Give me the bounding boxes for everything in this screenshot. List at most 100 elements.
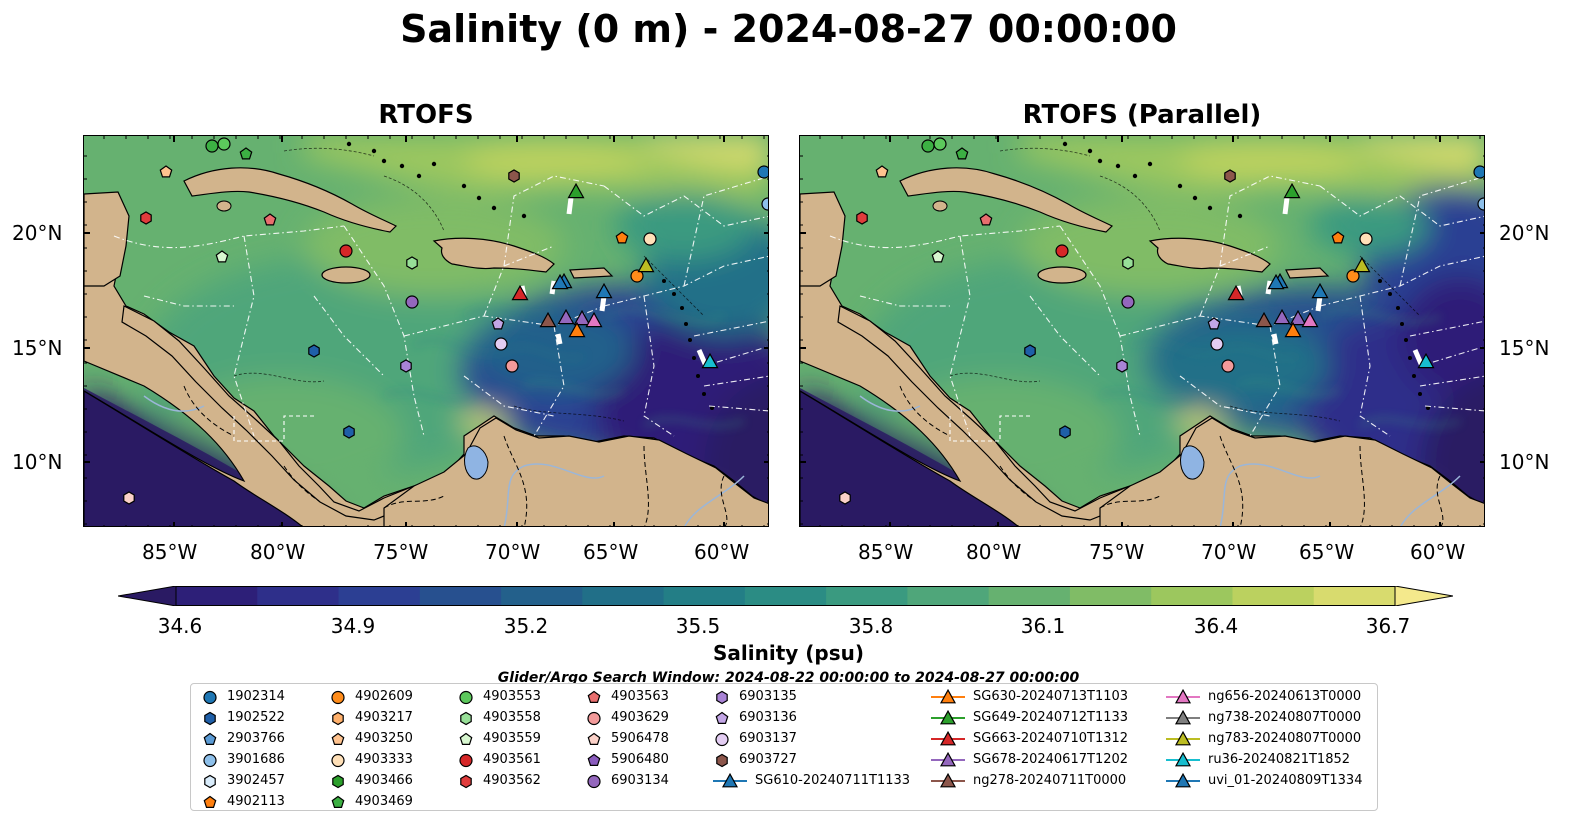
pentagon-marker-icon <box>715 711 729 724</box>
legend-item: 4903561 <box>457 749 541 770</box>
legend-item: 4903469 <box>329 791 413 812</box>
legend-label: 4903333 <box>355 752 413 767</box>
legend-label: 4903561 <box>483 752 541 767</box>
x-tick-left-80w: 80°W <box>250 540 306 564</box>
pentagon-marker-icon <box>587 690 601 703</box>
observation-marker <box>505 359 519 373</box>
legend-label: 4903553 <box>483 689 541 704</box>
circle-marker-icon <box>459 753 473 767</box>
cb-tick-34-9: 34.9 <box>330 614 376 638</box>
glider-marker <box>1283 182 1301 199</box>
hexagon-marker-icon <box>204 774 216 788</box>
legend-label: ru36-20240821T1852 <box>1208 752 1351 767</box>
observation-marker <box>615 231 629 244</box>
hexagon-marker-icon <box>716 690 728 704</box>
pentagon-marker-icon <box>459 732 473 745</box>
colorbar-segment <box>176 586 258 606</box>
legend-item: 4903553 <box>457 686 541 707</box>
x-tick-left-75w: 75°W <box>373 540 429 564</box>
glider-marker <box>1284 321 1302 338</box>
observation-marker <box>1121 295 1135 309</box>
glider-legend-icon <box>931 730 965 745</box>
circle-marker-icon <box>715 732 729 746</box>
pentagon-marker-icon <box>587 732 601 745</box>
observation-marker <box>215 250 229 263</box>
colorbar-segment <box>988 586 1071 606</box>
legend-column: SG630-20240713T1103 SG649-20240712T1133 SG… <box>931 686 1128 791</box>
glider-marker <box>511 284 529 301</box>
colorbar-scale <box>117 585 1454 607</box>
observation-marker <box>406 256 418 270</box>
pentagon-marker-icon <box>203 795 217 808</box>
glider-marker <box>1301 311 1319 328</box>
observation-marker <box>491 317 505 330</box>
observation-marker <box>1221 359 1235 373</box>
hexagon-marker-icon <box>332 774 344 788</box>
observation-marker <box>205 139 219 153</box>
circle-marker-icon <box>459 690 473 704</box>
legend-label: 4903217 <box>355 710 413 725</box>
colorbar-segment <box>1232 586 1315 606</box>
observation-marker <box>931 250 945 263</box>
legend-column: 4902609 4903217 4903250 4903333 4903466 49034… <box>329 686 413 812</box>
legend-item: uvi_01-20240809T1334 <box>1166 770 1362 791</box>
observation-marker <box>856 211 868 225</box>
circle-marker-icon <box>587 711 601 725</box>
legend-item: 4903217 <box>329 707 413 728</box>
glider-marker <box>1267 273 1285 290</box>
observation-marker <box>1331 231 1345 244</box>
observation-marker <box>343 425 355 439</box>
legend-column: ng656-20240613T0000 ng738-20240807T0000 ng… <box>1166 686 1362 791</box>
glider-marker <box>567 182 585 199</box>
x-tick-left-60w: 60°W <box>694 540 750 564</box>
legend-label: 4903559 <box>483 731 541 746</box>
y-tick-left-10n: 10°N <box>12 450 63 474</box>
observation-marker <box>339 244 353 258</box>
legend-label: 4903629 <box>611 710 669 725</box>
legend-item: 4903466 <box>329 770 413 791</box>
legend-label: SG663-20240710T1312 <box>973 731 1129 746</box>
legend-item: 4903563 <box>585 686 669 707</box>
circle-marker-icon <box>331 690 345 704</box>
pentagon-marker-icon <box>203 732 217 745</box>
observation-marker <box>308 344 320 358</box>
glider-marker <box>1273 308 1291 325</box>
observation-marker <box>405 295 419 309</box>
cb-tick-35-2: 35.2 <box>503 614 549 638</box>
legend-item: ng738-20240807T0000 <box>1166 707 1362 728</box>
legend-label: 4902113 <box>227 794 285 809</box>
glider-legend-icon <box>931 751 965 766</box>
legend-label: 6903136 <box>739 710 797 725</box>
legend-item: 1902522 <box>201 707 285 728</box>
legend: 1902314 1902522 2903766 3901686 3902457 49021… <box>190 683 1378 811</box>
circle-marker-icon <box>203 690 217 704</box>
glider-legend-icon <box>1166 730 1200 745</box>
legend-label: 3902457 <box>227 773 285 788</box>
legend-item: SG630-20240713T1103 <box>931 686 1128 707</box>
hexagon-marker-icon <box>716 753 728 767</box>
observation-marker <box>400 359 412 373</box>
colorbar-segment <box>907 586 990 606</box>
legend-item: 4903250 <box>329 728 413 749</box>
legend-label: ng278-20240711T0000 <box>973 773 1127 788</box>
legend-item: 6903135 <box>713 686 910 707</box>
glider-marker <box>568 321 586 338</box>
y-tick-left-20n: 20°N <box>12 221 63 245</box>
observation-marker <box>921 139 935 153</box>
legend-item: 1902314 <box>201 686 285 707</box>
legend-item: 3901686 <box>201 749 285 770</box>
glider-marker <box>573 309 591 326</box>
y-tick-right-20n: 20°N <box>1499 221 1550 245</box>
colorbar-label: Salinity (psu) <box>712 641 864 665</box>
observation-marker <box>217 137 231 151</box>
observation-marker <box>1359 232 1373 246</box>
glider-legend-icon <box>931 772 965 787</box>
observation-marker <box>1207 317 1221 330</box>
y-tick-right-10n: 10°N <box>1499 450 1550 474</box>
observation-marker <box>263 213 277 226</box>
x-tick-right-75w: 75°W <box>1089 540 1145 564</box>
legend-label: SG678-20240617T1202 <box>973 752 1129 767</box>
circle-marker-icon <box>331 753 345 767</box>
observation-marker <box>1477 197 1484 211</box>
observation-marker <box>933 137 947 151</box>
